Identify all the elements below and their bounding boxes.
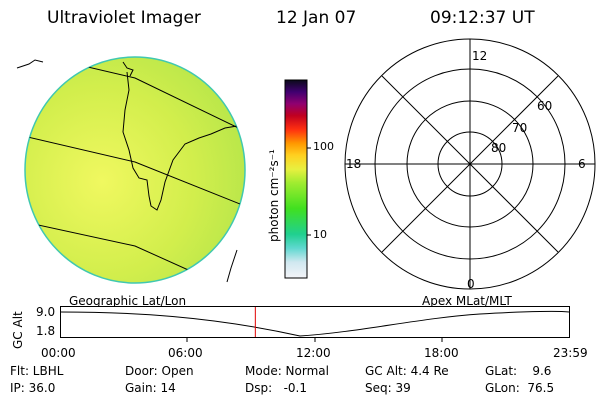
timeline-tick-1: 06:00 (168, 346, 203, 360)
colorbar-tick-10: 10 (313, 228, 327, 241)
colorbar (284, 79, 311, 279)
polar-label-18: 18 (346, 157, 362, 171)
grid-line-2 (25, 133, 245, 211)
timeline-right-label: Apex MLat/MLT (422, 294, 512, 308)
polar-plot (344, 38, 596, 290)
polar-lat-70: 70 (512, 121, 528, 135)
uv-image-panel (16, 56, 246, 284)
timeline-tick-0: 00:00 (41, 346, 76, 360)
status-ip: IP: 36.0 (10, 381, 56, 395)
status-glat: GLat: 9.6 (485, 364, 552, 378)
status-dsp: Dsp: -0.1 (245, 381, 308, 395)
earth-disk (24, 56, 246, 284)
timeline-tick-4: 23:59 (553, 346, 588, 360)
timeline-tick-2: 12:00 (296, 346, 331, 360)
polar-label-12: 12 (472, 49, 488, 63)
coastline-island (122, 61, 134, 77)
altitude-curve (59, 310, 570, 337)
status-seq: Seq: 39 (365, 381, 411, 395)
status-mode: Mode: Normal (245, 364, 329, 378)
colorbar-unit-label: photon cm⁻²s⁻¹ (267, 149, 281, 242)
status-glon: GLon: 76.5 (485, 381, 555, 395)
polar-lat-80: 80 (491, 141, 507, 155)
time-label: 09:12:37 UT (430, 8, 535, 28)
status-filter: Flt: LBHL (10, 364, 64, 378)
status-door: Door: Open (125, 364, 194, 378)
polar-label-6: 6 (578, 157, 586, 171)
timeline-tick-3: 18:00 (424, 346, 459, 360)
status-gc-alt: GC Alt: 4.4 Re (365, 364, 449, 378)
timeline-y-axis-label: GC Alt (11, 311, 25, 349)
polar-lat-60: 60 (537, 99, 553, 113)
timeline-plot (59, 306, 570, 342)
timeline-y-min: 1.8 (36, 324, 56, 338)
coastline (122, 71, 245, 211)
polar-label-0: 0 (467, 277, 475, 291)
timeline-y-max: 9.0 (36, 305, 56, 319)
status-gain: Gain: 14 (125, 381, 176, 395)
timeline-left-label: Geographic Lat/Lon (69, 294, 187, 308)
date-label: 12 Jan 07 (276, 8, 357, 28)
colorbar-tick-100: 100 (313, 140, 334, 153)
instrument-title: Ultraviolet Imager (47, 8, 201, 28)
